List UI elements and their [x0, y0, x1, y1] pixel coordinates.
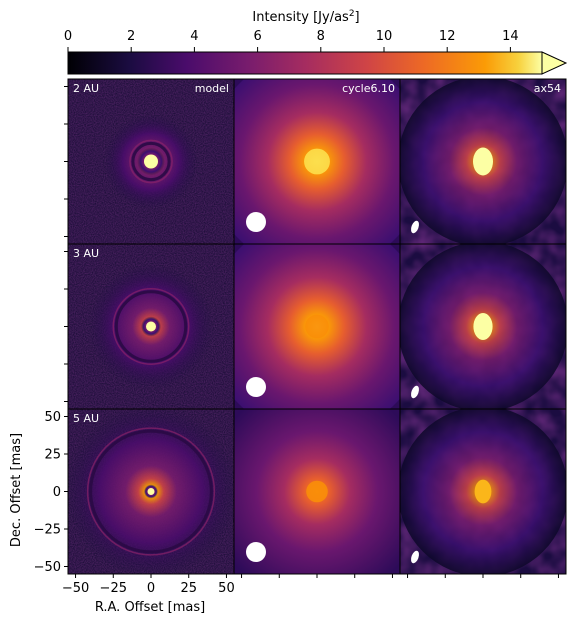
beam-ellipse [246, 542, 266, 562]
peak-emission [305, 314, 329, 339]
column-label: ax54 [534, 82, 561, 95]
y-axis-label: Dec. Offset [mas] [9, 433, 24, 547]
image-panel-cycle6.10-3au [233, 243, 401, 410]
image-panel-ax54-5au [399, 408, 567, 575]
column-label: model [195, 82, 229, 95]
colorbar: Intensity [Jy/as2] 0 2 4 6 8 10 12 14 [64, 9, 568, 75]
ring-edge [86, 427, 216, 556]
colorbar-ticks: 0 2 4 6 8 10 12 14 [64, 29, 519, 52]
image-panel-ax54-3au [399, 243, 567, 410]
colorbar-label: Intensity [Jy/as2] [252, 9, 359, 25]
axes: −50 −25 0 25 50 −50 −25 0 25 50 [34, 86, 559, 596]
y-tick-label: 50 [44, 410, 61, 425]
beam-ellipse [411, 550, 419, 564]
peak-pixel [144, 154, 158, 169]
image-grid: 2 AU model cycle6.10 ax54 3 AU 5 AU [67, 78, 567, 575]
row-label: 2 AU [73, 82, 99, 95]
image-panel-model-5au: 5 AU [67, 408, 235, 575]
peak-emission [473, 313, 493, 340]
gap-ring [89, 429, 213, 554]
peak-emission [306, 480, 328, 503]
colorbar-label-close: ] [355, 10, 360, 25]
ring-edge [129, 139, 173, 184]
beam-ellipse [246, 212, 266, 232]
colorbar-extend-arrow [541, 51, 568, 75]
peak-emission [474, 479, 492, 504]
x-tick-label: −25 [100, 581, 127, 596]
colorbar-tick-label: 2 [127, 29, 135, 44]
peak-emission [304, 148, 330, 175]
gap-ring [114, 290, 188, 363]
x-axis-label: R.A. Offset [mas] [95, 600, 205, 615]
beam-ellipse [246, 377, 266, 397]
colorbar-tick-label: 4 [190, 29, 198, 44]
x-tick-label: −50 [62, 581, 89, 596]
row-label: 5 AU [73, 412, 99, 425]
beam-ellipse [411, 220, 419, 234]
image-panel-cycle6.10-2au: cycle6.10 [233, 78, 401, 245]
colorbar-tick-label: 8 [317, 29, 325, 44]
colorbar-tick-label: 14 [502, 29, 519, 44]
y-tick-label: −50 [34, 560, 61, 575]
beam-ellipse [411, 385, 419, 399]
colorbar-label-main: Intensity [Jy/as [252, 10, 349, 25]
y-tick-label: 0 [53, 485, 61, 500]
y-tick-label: −25 [34, 523, 61, 538]
peak-pixel [146, 321, 156, 332]
x-tick-label: 25 [180, 581, 197, 596]
colorbar-tick-label: 10 [376, 29, 393, 44]
colorbar-tick-label: 0 [64, 29, 72, 44]
colorbar-tick-label: 12 [439, 29, 456, 44]
image-panel-model-2au: 2 AU model [67, 78, 235, 245]
image-panel-model-3au: 3 AU [67, 243, 235, 410]
gap-ring [131, 141, 171, 182]
colorbar-bar [67, 51, 543, 75]
colorbar-tick-label: 6 [253, 29, 261, 44]
colorbar-label-sup: 2 [349, 9, 355, 19]
x-tick-label: 0 [147, 581, 155, 596]
image-panel-cycle6.10-5au [233, 408, 401, 575]
y-tick-label: 25 [44, 448, 61, 463]
row-label: 3 AU [73, 247, 99, 260]
peak-emission [473, 147, 493, 176]
ring-edge [112, 288, 190, 365]
x-tick-label: 50 [218, 581, 235, 596]
peak-pixel [147, 488, 155, 495]
image-panel-ax54-2au: ax54 [399, 78, 567, 245]
column-label: cycle6.10 [342, 82, 395, 95]
